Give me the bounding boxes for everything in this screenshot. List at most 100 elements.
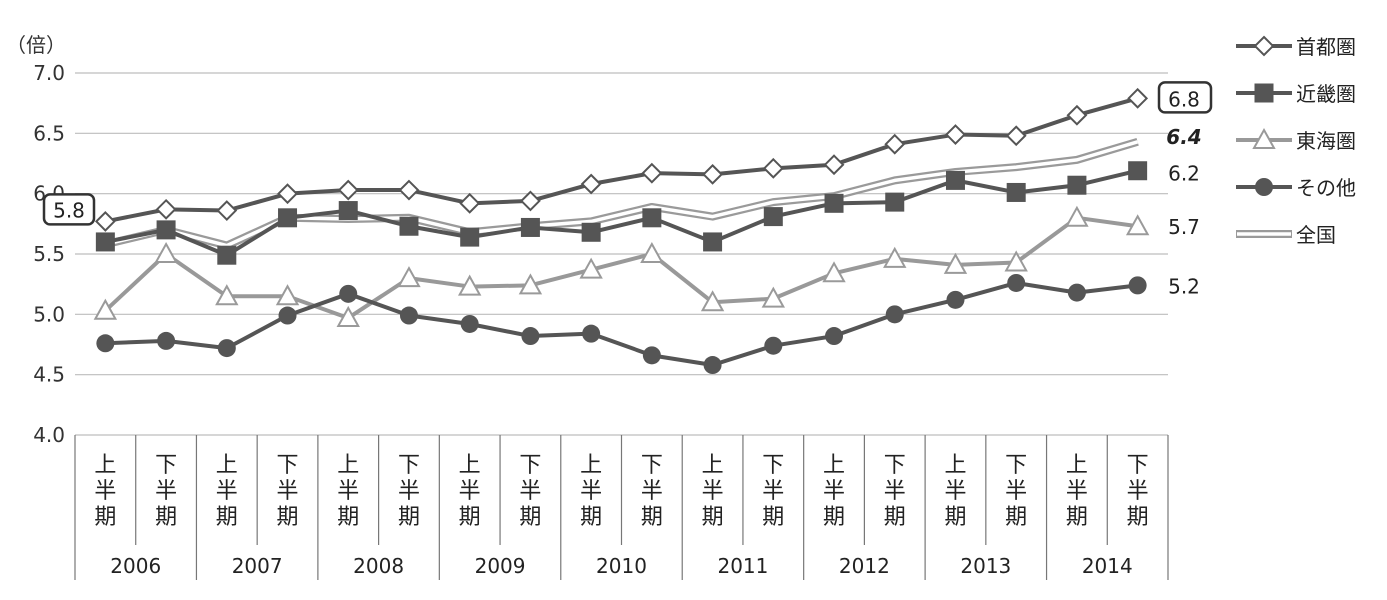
legend-item: 東海圏 [1236,127,1356,153]
x-tick-half-char: 期 [702,505,724,530]
data-point [338,201,358,221]
series-group [93,87,1150,375]
data-point [822,261,846,283]
data-point [399,306,418,325]
data-point [945,170,965,190]
data-point [702,163,723,185]
data-point [95,232,115,252]
x-tick-half-char: 期 [459,505,481,530]
x-tick-half-char: 下 [1005,453,1027,478]
x-tick-half-char: 上 [216,453,238,478]
y-tick-label: 7.0 [33,61,65,85]
end-label: 5.7 [1168,215,1200,239]
x-tick-half-char: 期 [1127,505,1149,530]
x-tick-half-char: 半 [155,479,177,504]
end-label-text: 6.2 [1168,162,1200,186]
x-tick-half-char: 期 [277,505,299,530]
end-label: 6.4 [1166,125,1201,149]
x-tick-half-char: 半 [519,479,541,504]
x-year-label: 2006 [110,554,161,578]
data-point [1065,205,1089,227]
legend-label: 近畿圏 [1296,82,1356,106]
legend-marker [1255,178,1273,196]
data-point [763,207,783,227]
x-tick-half-char: 半 [94,479,116,504]
data-point [217,245,237,265]
legend-marker [1253,35,1275,57]
data-point [946,290,965,309]
y-tick-label: 4.5 [33,363,65,387]
data-point [1067,283,1086,302]
x-tick-half-char: 半 [1005,479,1027,504]
data-point [278,306,297,325]
y-axis-unit-label: （倍） [6,33,66,57]
series-line [104,168,1139,258]
data-point [398,179,420,201]
data-point [154,241,178,263]
start-label: 5.8 [42,193,96,226]
legend-item: 全国 [1236,223,1336,247]
x-tick-half-char: 期 [216,505,238,530]
x-tick-half-char: 期 [155,505,177,530]
x-tick-half-char: 上 [94,453,116,478]
data-point [156,220,176,240]
data-point [460,227,480,247]
x-tick-half-char: 半 [702,479,724,504]
data-point [582,324,601,343]
end-labels: 5.8 6.8 6.4 6.2 5.7 5.2 [42,81,1213,298]
end-label: 5.2 [1168,274,1200,298]
x-tick-half-char: 期 [398,505,420,530]
y-tick-label: 4.0 [33,423,65,447]
x-tick-half-char: 期 [884,505,906,530]
legend-label: 全国 [1296,223,1336,247]
y-axis-ticks: 7.06.56.05.55.04.54.0 [33,61,65,447]
legend-marker [1254,83,1274,103]
data-point [278,208,298,228]
series-近畿圏 [95,161,1148,265]
x-year-label: 2012 [839,554,890,578]
data-point [521,327,540,346]
series-その他 [96,273,1147,375]
data-point [399,216,419,236]
data-point [155,198,177,220]
x-tick-half-char: 下 [884,453,906,478]
data-point [579,257,603,279]
data-point [761,286,786,308]
data-point [1004,250,1028,272]
data-point [275,284,300,306]
series-line [104,96,1139,224]
x-tick-half-char: 半 [641,479,663,504]
x-tick-half-char: 下 [641,453,663,478]
legend-label: その他 [1296,176,1356,200]
end-label-text: 6.4 [1166,125,1201,149]
data-point [1007,273,1026,292]
gridlines [75,72,1168,436]
data-point [640,241,664,263]
end-label-box [1157,81,1213,114]
data-point [217,339,236,358]
x-tick-half-char: 半 [337,479,359,504]
data-point [93,298,118,320]
x-tick-half-char: 半 [944,479,966,504]
x-tick-half-char: 半 [580,479,602,504]
data-point [1128,161,1148,181]
x-tick-half-char: 上 [944,453,966,478]
data-point [943,252,968,274]
x-tick-half-char: 上 [702,453,724,478]
data-point [641,162,663,184]
x-tick-half-char: 期 [823,505,845,530]
data-point [642,208,662,228]
x-tick-half-char: 期 [580,505,602,530]
data-point [1127,87,1149,109]
start-label-box [42,193,96,226]
data-point [642,346,661,365]
data-point [459,192,481,214]
x-tick-half-char: 期 [337,505,359,530]
data-point [945,124,966,145]
data-point [397,266,421,288]
x-tick-half-char: 半 [277,479,299,504]
data-point [215,284,239,306]
data-point [94,211,116,232]
y-tick-label: 5.5 [33,242,65,266]
